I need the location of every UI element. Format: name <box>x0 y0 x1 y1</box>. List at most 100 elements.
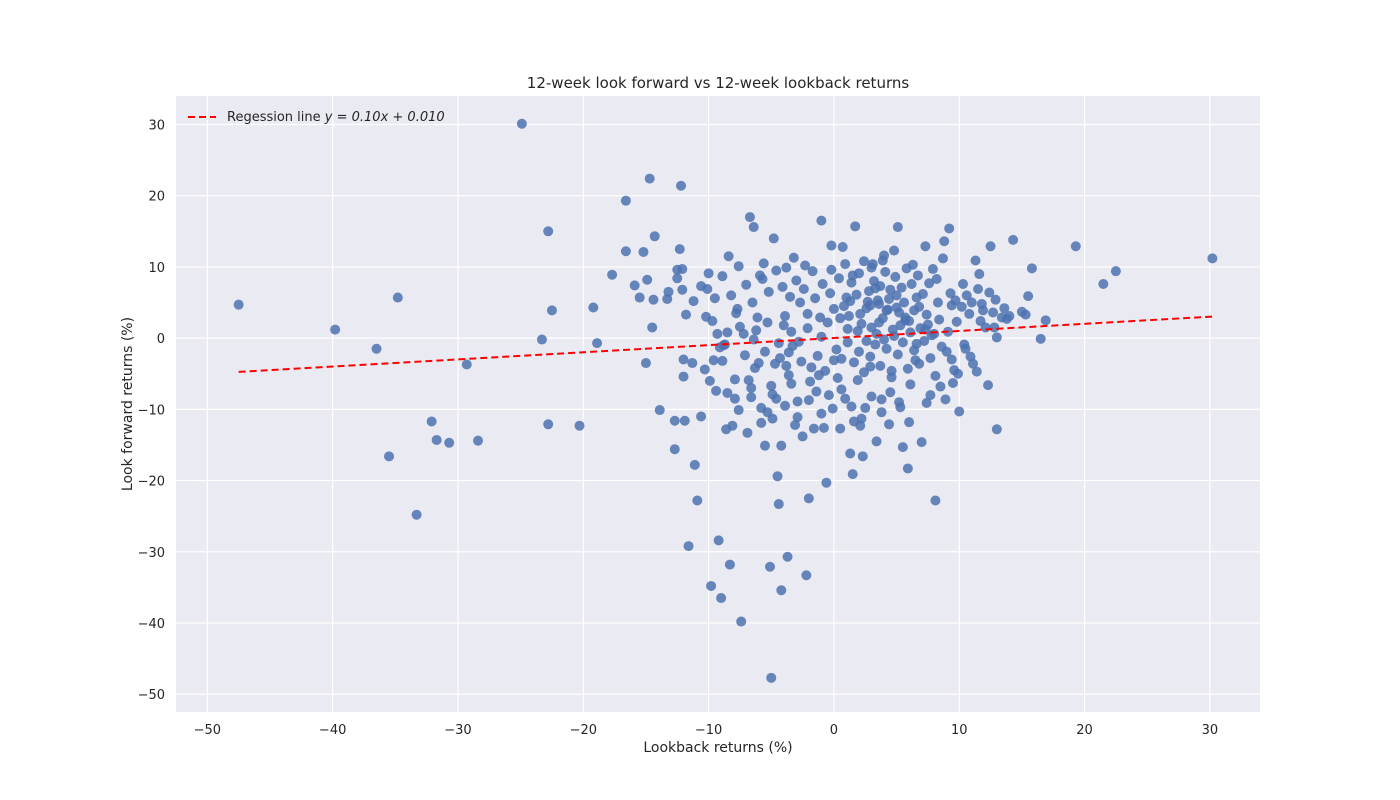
data-point <box>703 268 714 279</box>
data-point <box>843 311 854 322</box>
data-point <box>426 416 437 427</box>
data-point <box>871 436 882 447</box>
data-point <box>832 373 843 384</box>
data-point <box>709 293 720 304</box>
data-point <box>681 309 692 320</box>
data-point <box>1026 263 1037 274</box>
data-point <box>881 343 892 354</box>
data-point <box>767 389 778 400</box>
data-point <box>891 302 902 313</box>
data-point <box>925 353 936 364</box>
x-tick-label: −50 <box>194 723 221 738</box>
y-tick-label: 20 <box>148 190 165 205</box>
data-point <box>935 381 946 392</box>
data-point <box>850 221 861 232</box>
data-point <box>781 262 792 273</box>
data-point <box>672 273 683 284</box>
data-point <box>704 375 715 386</box>
data-point <box>803 493 814 504</box>
data-point <box>927 264 938 275</box>
data-point <box>826 264 837 275</box>
data-point <box>588 302 599 313</box>
data-point <box>706 580 717 591</box>
data-point <box>741 279 752 290</box>
data-point <box>828 355 839 366</box>
data-point <box>781 360 792 371</box>
data-point <box>536 334 547 345</box>
data-point <box>860 402 871 413</box>
data-point <box>473 435 484 446</box>
data-point <box>798 283 809 294</box>
data-point <box>806 362 817 373</box>
data-point <box>795 297 806 308</box>
data-point <box>734 321 745 332</box>
data-point <box>957 279 968 290</box>
data-point <box>803 395 814 406</box>
data-point <box>842 323 853 334</box>
data-point <box>747 297 758 308</box>
data-point <box>733 405 744 416</box>
data-point <box>717 355 728 366</box>
data-point <box>884 293 895 304</box>
y-tick-label: 10 <box>148 261 165 276</box>
data-point <box>818 422 829 433</box>
data-point <box>870 339 881 350</box>
data-point <box>1023 291 1034 302</box>
data-point <box>762 317 773 328</box>
data-point <box>716 593 727 604</box>
data-point <box>820 365 831 376</box>
data-point <box>739 350 750 361</box>
data-point <box>991 332 1002 343</box>
data-point <box>847 469 858 480</box>
data-point <box>877 255 888 266</box>
data-point <box>875 360 886 371</box>
data-point <box>807 266 818 277</box>
data-point <box>939 236 950 247</box>
data-point <box>909 305 920 316</box>
data-point <box>763 286 774 297</box>
data-point <box>1001 313 1012 324</box>
data-point <box>786 378 797 389</box>
data-point <box>821 477 832 488</box>
data-point <box>990 294 1001 305</box>
data-point <box>543 419 554 430</box>
data-point <box>800 260 811 271</box>
data-point <box>722 327 733 338</box>
legend: Regession line y = 0.10x + 0.010 <box>188 110 445 125</box>
data-point <box>756 417 767 428</box>
data-point <box>1110 266 1121 277</box>
data-point <box>856 413 867 424</box>
data-point <box>796 356 807 367</box>
data-point <box>985 241 996 252</box>
x-tick-label: −20 <box>570 723 597 738</box>
data-point <box>858 367 869 378</box>
data-point <box>516 118 527 129</box>
data-point <box>916 437 927 448</box>
data-point <box>978 305 989 316</box>
data-point <box>965 351 976 362</box>
data-point <box>902 463 913 474</box>
data-point <box>810 293 821 304</box>
data-point <box>724 559 735 570</box>
data-point <box>765 561 776 572</box>
data-point <box>847 270 858 281</box>
data-point <box>791 275 802 286</box>
data-point <box>749 363 760 374</box>
data-point <box>954 406 965 417</box>
data-point <box>889 245 900 256</box>
data-point <box>689 459 700 470</box>
data-point <box>906 279 917 290</box>
data-point <box>947 377 958 388</box>
data-point <box>983 380 994 391</box>
x-tick-label: 0 <box>830 723 838 738</box>
y-tick-label: 0 <box>157 332 165 347</box>
legend-label: Regession line y = 0.10x + 0.010 <box>227 110 445 125</box>
data-point <box>866 391 877 402</box>
plot-background <box>176 96 1260 712</box>
data-point <box>1020 309 1031 320</box>
x-tick-labels: −50 −40 −30 −20 −10 0 10 20 30 <box>194 723 1219 738</box>
data-point <box>722 387 733 398</box>
data-point <box>692 495 703 506</box>
data-point <box>727 420 738 431</box>
data-point <box>836 384 847 395</box>
